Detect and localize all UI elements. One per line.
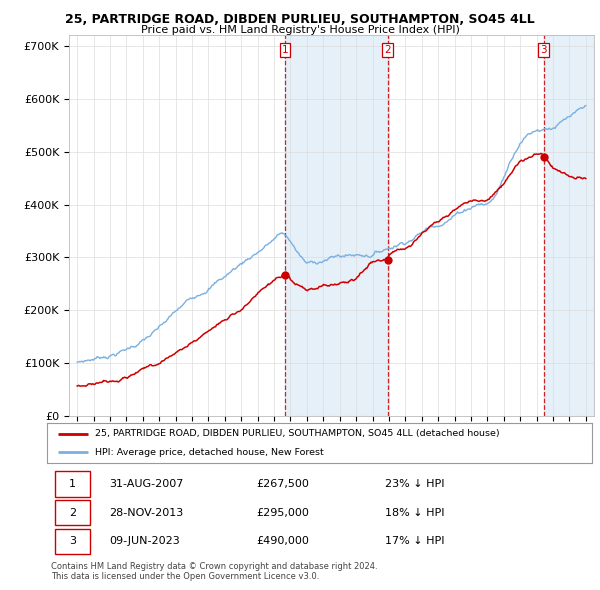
Text: £267,500: £267,500 <box>257 479 310 489</box>
Text: 23% ↓ HPI: 23% ↓ HPI <box>385 479 444 489</box>
Text: 1: 1 <box>282 45 289 55</box>
Text: 1: 1 <box>69 479 76 489</box>
Text: 2: 2 <box>384 45 391 55</box>
Text: Contains HM Land Registry data © Crown copyright and database right 2024.
This d: Contains HM Land Registry data © Crown c… <box>51 562 377 581</box>
Text: HPI: Average price, detached house, New Forest: HPI: Average price, detached house, New … <box>95 448 323 457</box>
Text: 31-AUG-2007: 31-AUG-2007 <box>109 479 184 489</box>
FancyBboxPatch shape <box>55 500 91 525</box>
Bar <box>544 35 594 416</box>
FancyBboxPatch shape <box>55 529 91 554</box>
Text: 28-NOV-2013: 28-NOV-2013 <box>109 508 184 517</box>
Text: £490,000: £490,000 <box>257 536 310 546</box>
Text: 18% ↓ HPI: 18% ↓ HPI <box>385 508 444 517</box>
Text: 17% ↓ HPI: 17% ↓ HPI <box>385 536 444 546</box>
Text: £295,000: £295,000 <box>257 508 310 517</box>
Text: 3: 3 <box>69 536 76 546</box>
Text: 09-JUN-2023: 09-JUN-2023 <box>109 536 180 546</box>
Text: 25, PARTRIDGE ROAD, DIBDEN PURLIEU, SOUTHAMPTON, SO45 4LL (detached house): 25, PARTRIDGE ROAD, DIBDEN PURLIEU, SOUT… <box>95 430 499 438</box>
Text: 25, PARTRIDGE ROAD, DIBDEN PURLIEU, SOUTHAMPTON, SO45 4LL: 25, PARTRIDGE ROAD, DIBDEN PURLIEU, SOUT… <box>65 13 535 26</box>
FancyBboxPatch shape <box>55 471 91 497</box>
Text: Price paid vs. HM Land Registry's House Price Index (HPI): Price paid vs. HM Land Registry's House … <box>140 25 460 35</box>
Bar <box>285 35 388 416</box>
Text: 2: 2 <box>69 508 76 517</box>
Text: 3: 3 <box>541 45 547 55</box>
